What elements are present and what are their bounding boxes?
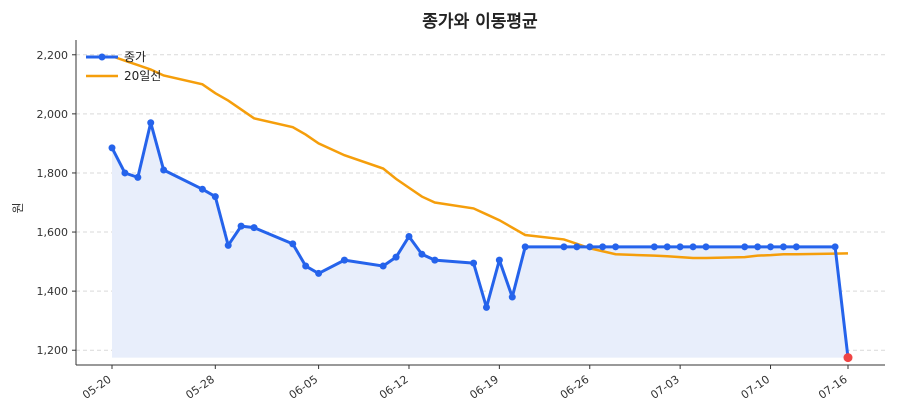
close-point — [741, 243, 749, 251]
close-point — [676, 243, 684, 251]
x-tick-label: 07-03 — [648, 373, 682, 402]
close-area — [112, 122, 848, 358]
close-point — [754, 243, 762, 251]
close-point — [612, 243, 620, 251]
x-tick-label: 06-05 — [287, 373, 321, 402]
last-close-point — [843, 353, 853, 363]
x-tick-label: 05-28 — [183, 373, 217, 402]
x-tick-label: 05-20 — [80, 373, 114, 402]
close-point — [418, 250, 426, 258]
close-point — [573, 243, 581, 251]
close-point — [470, 259, 478, 267]
close-point — [315, 269, 323, 277]
close-markers — [108, 119, 853, 363]
close-point — [340, 256, 348, 264]
y-tick-label: 2,000 — [37, 108, 69, 121]
close-point — [521, 243, 529, 251]
close-point — [134, 173, 142, 181]
close-point — [379, 262, 387, 270]
y-tick-label: 2,200 — [37, 49, 69, 62]
close-point — [663, 243, 671, 251]
legend: 종가 20일선 — [86, 50, 161, 83]
legend-close-label: 종가 — [124, 50, 146, 64]
x-ticks: 05-20 05-28 06-05 06-12 06-19 06-26 07-03 07-10… — [80, 365, 850, 402]
close-point — [431, 256, 439, 264]
x-tick-label: 07-10 — [739, 373, 773, 402]
close-point — [767, 243, 775, 251]
close-point — [160, 166, 168, 174]
y-tick-label: 1,600 — [37, 226, 69, 239]
close-point — [108, 144, 116, 152]
close-point — [250, 224, 258, 232]
close-point — [586, 243, 594, 251]
y-tick-label: 1,200 — [37, 344, 69, 357]
ma-line-path — [111, 55, 849, 260]
close-point — [792, 243, 800, 251]
close-point — [831, 243, 839, 251]
x-tick-label: 06-12 — [377, 373, 411, 402]
legend-ma-label: 20일선 — [124, 69, 161, 83]
close-point — [650, 243, 658, 251]
close-point — [237, 222, 245, 230]
close-point — [599, 243, 607, 251]
area-fill — [112, 122, 848, 358]
close-point — [289, 240, 297, 248]
x-tick-label: 07-16 — [816, 373, 850, 402]
legend-close-marker — [98, 53, 106, 61]
close-point — [779, 243, 787, 251]
axes — [75, 40, 885, 366]
close-point — [198, 185, 206, 193]
close-point — [147, 119, 155, 127]
x-tick-label: 06-19 — [467, 373, 501, 402]
series-ma — [111, 55, 849, 260]
close-point — [508, 293, 516, 301]
close-point — [560, 243, 568, 251]
y-tick-label: 1,800 — [37, 167, 69, 180]
y-axis-label: 원 — [11, 202, 25, 213]
y-tick-label: 1,400 — [37, 285, 69, 298]
close-point — [702, 243, 710, 251]
close-point — [224, 241, 232, 249]
close-point — [302, 262, 310, 270]
close-point — [482, 303, 490, 311]
close-point — [405, 232, 413, 240]
close-point — [211, 193, 219, 201]
close-point — [121, 169, 129, 177]
y-ticks: 1,200 1,400 1,600 1,800 2,000 2,200 — [37, 49, 76, 357]
close-point — [495, 256, 503, 264]
x-tick-label: 06-26 — [558, 373, 592, 402]
chart-title: 종가와 이동평균 — [422, 12, 538, 32]
close-point — [392, 253, 400, 261]
close-point — [689, 243, 697, 251]
